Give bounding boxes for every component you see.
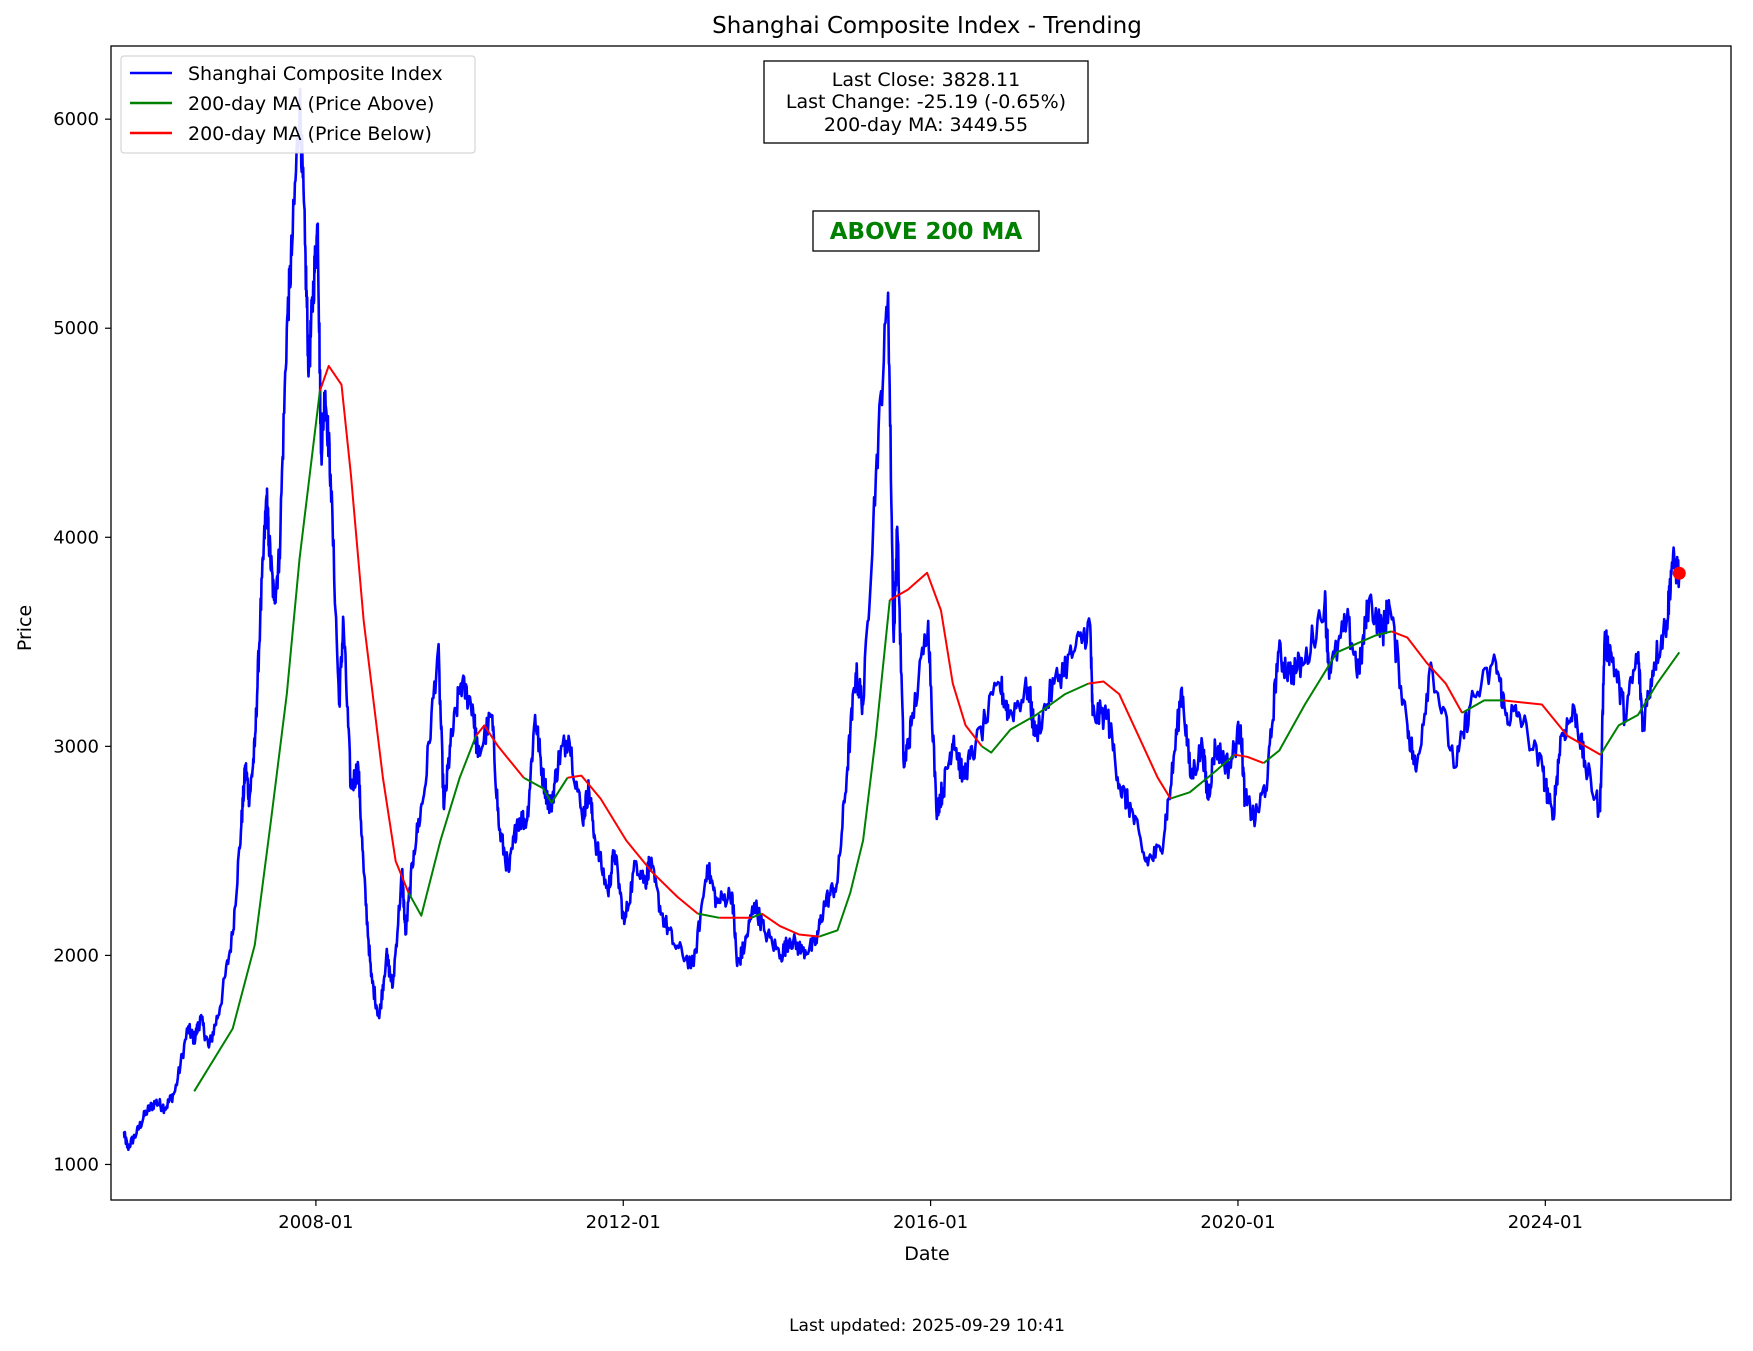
legend-label-ma-below: 200-day MA (Price Below): [188, 123, 432, 145]
legend-label-ma-above: 200-day MA (Price Above): [188, 93, 434, 115]
ma-below-segment-4: [761, 912, 820, 938]
ma-below-segment-0: [318, 364, 410, 894]
x-tick-label-4: 2024-01: [1508, 1212, 1583, 1233]
x-axis: 2008-01 2012-01 2016-01 2020-01 2024-01: [278, 1200, 1583, 1233]
y-tick-label-4: 5000: [53, 318, 99, 339]
legend: Shanghai Composite Index 200-day MA (Pri…: [120, 55, 476, 154]
ma-above-segment-2: [523, 776, 569, 804]
status-badge-frame: [812, 210, 1040, 252]
series-line-index: [122, 87, 1681, 1152]
info-box-frame: [763, 60, 1089, 144]
ma-above-segment-1: [407, 735, 477, 917]
info-box: Last Close: 3828.11 Last Change: -25.19 …: [763, 60, 1089, 144]
ma-below-segment-2: [567, 774, 699, 915]
ma-above-segment-9: [1461, 699, 1504, 714]
y-axis-title: Price: [14, 605, 36, 651]
legend-label-index: Shanghai Composite Index: [188, 63, 443, 85]
ma-above-segment-3: [697, 912, 720, 919]
chart-title: Shanghai Composite Index - Trending: [712, 13, 1142, 39]
y-tick-label-5: 6000: [53, 109, 99, 130]
legend-box: [120, 55, 476, 154]
plot-frame: [110, 45, 1732, 1201]
y-tick-label-3: 4000: [53, 527, 99, 548]
ma-below-segment-5: [889, 571, 983, 747]
status-text: ABOVE 200 MA: [830, 219, 1023, 245]
ma-below-segment-8: [1391, 630, 1463, 714]
series-layer: [122, 87, 1686, 1152]
ma-above-segment-10: [1599, 651, 1681, 756]
y-tick-label-2: 3000: [53, 736, 99, 757]
x-tick-label-0: 2008-01: [278, 1212, 353, 1233]
x-tick-label-3: 2020-01: [1200, 1212, 1275, 1233]
ma-above-segment-5: [818, 599, 891, 938]
last-close-text: Last Close: 3828.11: [832, 69, 1020, 91]
ma-above-segment-8: [1262, 630, 1392, 764]
ma-above-segment-4: [750, 912, 763, 919]
status-badge: ABOVE 200 MA: [812, 210, 1040, 252]
x-tick-label-1: 2012-01: [586, 1212, 661, 1233]
x-tick-label-2: 2016-01: [893, 1212, 968, 1233]
y-axis: 1000 2000 3000 4000 5000 6000: [53, 109, 111, 1175]
ma-value-text: 200-day MA: 3449.55: [824, 114, 1028, 136]
ma-above-segment-6: [981, 682, 1089, 754]
y-tick-label-1: 2000: [53, 945, 99, 966]
last-change-text: Last Change: -25.19 (-0.65%): [786, 91, 1066, 113]
last-updated-text: Last updated: 2025-09-29 10:41: [789, 1316, 1065, 1336]
ma-above-segment-0: [193, 390, 321, 1092]
ma-above-segment-7: [1170, 753, 1236, 800]
ma-below-segment-1: [475, 724, 525, 779]
x-axis-title: Date: [904, 1243, 949, 1265]
ma-below-segment-9: [1503, 699, 1601, 756]
last-close-marker: [1672, 566, 1686, 580]
ma-below-segment-7: [1234, 753, 1264, 765]
y-tick-label-0: 1000: [53, 1154, 99, 1175]
ma-below-segment-6: [1088, 680, 1172, 800]
